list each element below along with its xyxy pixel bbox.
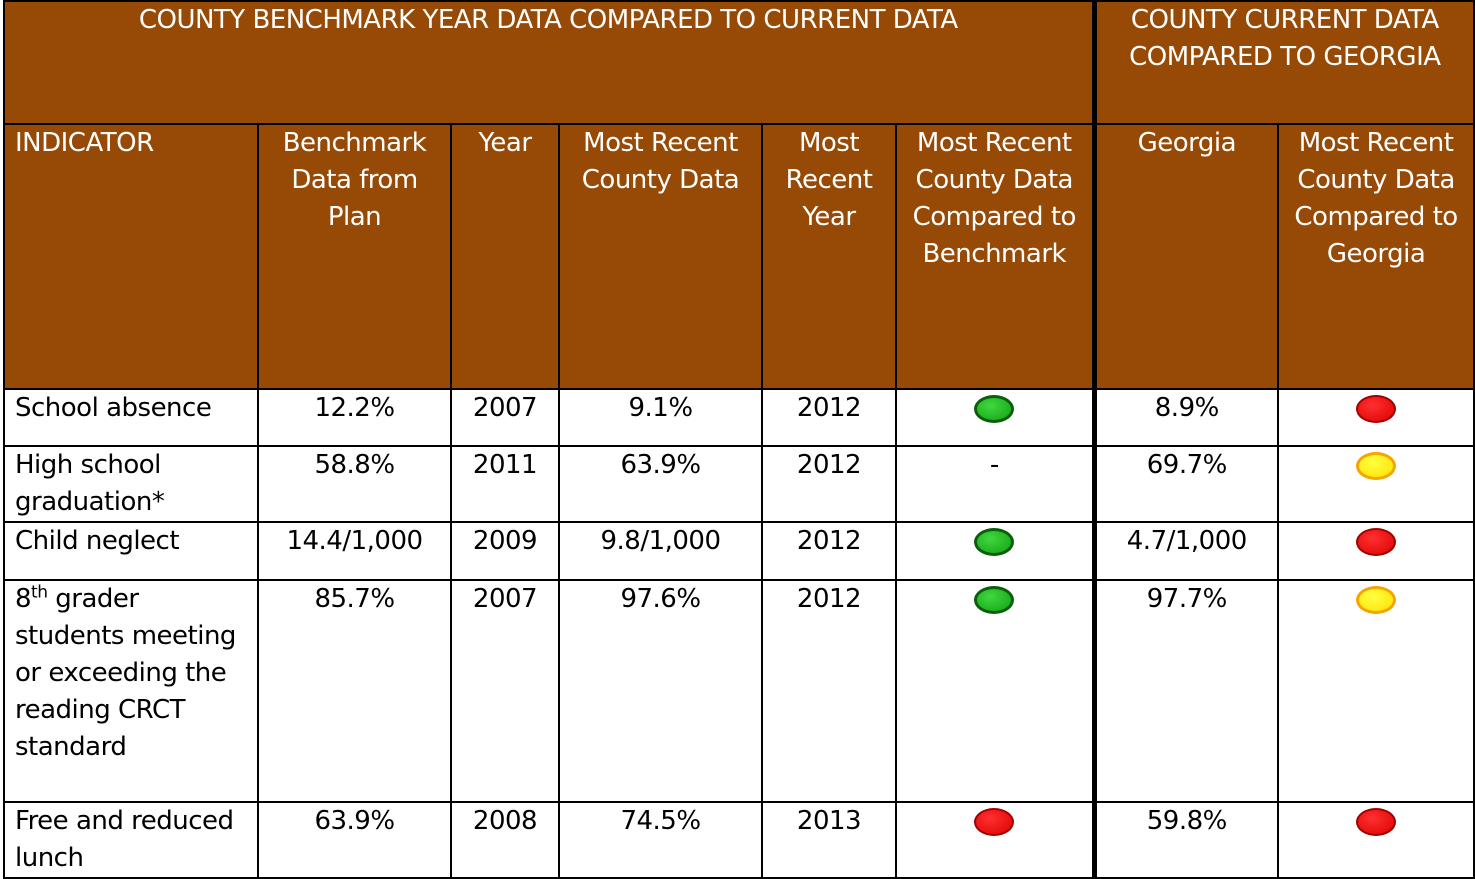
status-cell: [894, 521, 1097, 581]
value-cell: 2011: [450, 445, 560, 523]
value-cell: 74.5%: [558, 801, 763, 879]
value-cell: 14.4/1,000: [257, 521, 452, 581]
indicator-cell: Child neglect: [3, 521, 259, 581]
value-cell: 97.7%: [1093, 579, 1280, 803]
group-header: COUNTY BENCHMARK YEAR DATA COMPARED TO C…: [2, 0, 1097, 125]
data-row: Child neglect 14.4/1,000 2009 9.8/1,000 2012…: [3, 521, 1475, 581]
status-indicator: [974, 395, 1015, 423]
value-cell: 2009: [450, 521, 560, 581]
value-cell: 8.9%: [1093, 388, 1280, 447]
value-cell: 85.7%: [257, 579, 452, 803]
column-header: Benchmark Data from Plan: [257, 123, 452, 390]
value-cell: 2012: [761, 521, 897, 581]
status-indicator: [1356, 452, 1397, 480]
status-cell: [1277, 388, 1475, 447]
group-header-row: COUNTY BENCHMARK YEAR DATA COMPARED TO C…: [2, 0, 1475, 125]
column-header: Georgia: [1093, 123, 1280, 390]
status-cell: [894, 579, 1097, 803]
status-indicator: [974, 808, 1015, 836]
column-header: Most Recent County Data: [558, 123, 763, 390]
status-indicator: [974, 528, 1015, 556]
indicator: School absence: [15, 393, 212, 423]
indicator-cell: Free and reduced lunch: [3, 801, 259, 879]
indicator-cell: High school graduation*: [3, 445, 259, 523]
value-cell: 69.7%: [1093, 445, 1280, 523]
status-indicator: [974, 586, 1015, 614]
value-cell: 9.1%: [558, 388, 763, 447]
value-cell: 2012: [761, 388, 897, 447]
column-header: Most Recent County Data Compared to Benc…: [894, 123, 1097, 390]
value-cell: 63.9%: [257, 801, 452, 879]
indicator-superscript: th: [31, 582, 48, 603]
indicator: 8: [15, 584, 32, 614]
indicator: Free and reduced lunch: [15, 806, 234, 873]
group-header: COUNTY CURRENT DATA COMPARED TO GEORGIA: [1093, 0, 1475, 125]
data-row: High school graduation* 58.8% 2011 63.9% 201…: [3, 445, 1475, 523]
value-cell: 63.9%: [558, 445, 763, 523]
value-cell: 4.7/1,000: [1093, 521, 1280, 581]
column-header: Most Recent Year: [761, 123, 897, 390]
column-header-row: INDICATOR Benchmark Data from Plan Year Mos…: [3, 123, 1475, 390]
indicator-cell: School absence: [3, 388, 259, 447]
value-cell: 12.2%: [257, 388, 452, 447]
status-indicator: [1356, 808, 1397, 836]
value-cell: 2012: [761, 445, 897, 523]
status-cell: [1277, 445, 1475, 523]
status-cell: [1277, 801, 1475, 879]
column-header: INDICATOR: [3, 123, 259, 390]
data-row: School absence 12.2% 2007 9.1% 2012 8.9%: [3, 388, 1475, 447]
status-cell: -: [894, 445, 1097, 523]
indicator: Child neglect: [15, 526, 180, 556]
status-cell: [894, 801, 1097, 879]
value-cell: 97.6%: [558, 579, 763, 803]
data-row: 8th grader students meeting or exceeding…: [3, 579, 1475, 803]
value-cell: 58.8%: [257, 445, 452, 523]
value-cell: 2007: [450, 579, 560, 803]
data-row: Free and reduced lunch 63.9% 2008 74.5% 2013…: [3, 801, 1475, 879]
value-cell: 9.8/1,000: [558, 521, 763, 581]
indicator: High school graduation*: [15, 450, 165, 517]
status-cell: [894, 388, 1097, 447]
status-cell: [1277, 521, 1475, 581]
column-header: Most Recent County Data Compared to Geor…: [1277, 123, 1475, 390]
value-cell: 2008: [450, 801, 560, 879]
status-indicator: [1356, 586, 1397, 614]
value-cell: 2007: [450, 388, 560, 447]
column-header: Year: [450, 123, 560, 390]
value-cell: 59.8%: [1093, 801, 1280, 879]
value-cell: 2012: [761, 579, 897, 803]
status-text: -: [989, 450, 999, 480]
indicator-cell: 8th grader students meeting or exceeding…: [3, 579, 259, 803]
status-cell: [1277, 579, 1475, 803]
status-indicator: [1356, 395, 1397, 423]
indicator: grader students meeting or exceeding the…: [15, 584, 236, 762]
value-cell: 2013: [761, 801, 897, 879]
status-indicator: [1356, 528, 1397, 556]
